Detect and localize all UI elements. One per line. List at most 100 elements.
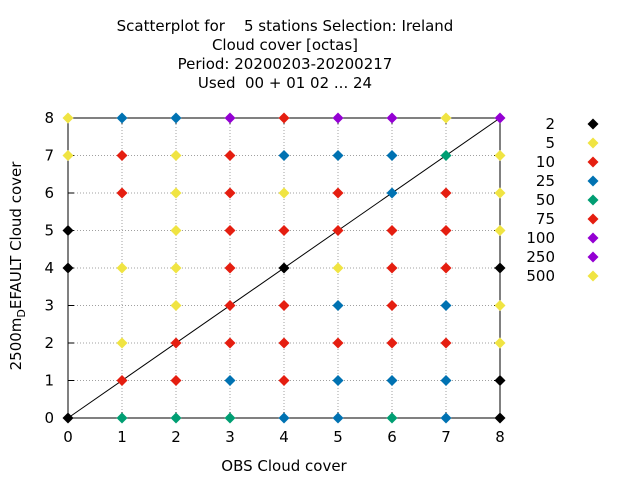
data-point <box>494 337 506 349</box>
data-point <box>278 225 290 236</box>
x-axis-label: OBS Cloud cover <box>221 457 347 475</box>
data-point <box>440 225 452 236</box>
y-tick-label: 2 <box>44 334 54 352</box>
y-axis-label: 2500mDEFAULT Cloud cover <box>7 161 28 371</box>
data-point <box>170 187 182 199</box>
data-point <box>62 225 74 236</box>
data-point <box>386 337 398 349</box>
legend-marker <box>587 175 599 187</box>
y-tick-label: 0 <box>44 409 54 427</box>
y-tick-label: 4 <box>44 259 54 277</box>
data-point <box>278 337 290 349</box>
chart-title-line-2: Cloud cover [octas] <box>211 36 359 54</box>
y-axis-label-prefix: 2500m <box>7 318 25 371</box>
x-tick-label: 4 <box>279 428 289 446</box>
data-point <box>116 262 128 274</box>
data-point <box>440 262 452 274</box>
x-tick-label: 2 <box>171 428 181 446</box>
legend-label: 25 <box>536 172 555 190</box>
data-point <box>494 375 506 386</box>
data-point <box>224 412 236 424</box>
data-point <box>386 262 398 274</box>
y-tick-label: 8 <box>44 109 54 127</box>
data-point <box>170 300 182 311</box>
data-point <box>494 112 506 124</box>
data-point <box>386 225 398 236</box>
legend-label: 2 <box>545 115 555 133</box>
data-point <box>224 225 236 236</box>
data-point <box>170 262 182 274</box>
data-point <box>224 337 236 349</box>
data-point <box>332 187 344 199</box>
data-point <box>386 112 398 124</box>
data-point <box>62 412 74 424</box>
data-point <box>332 262 344 274</box>
data-point <box>62 262 74 274</box>
data-point <box>332 225 344 236</box>
legend-label: 10 <box>536 153 555 171</box>
legend-label: 250 <box>526 248 555 266</box>
data-point <box>278 375 290 386</box>
legend-label: 5 <box>545 134 555 152</box>
data-point <box>278 112 290 124</box>
x-tick-label: 0 <box>63 428 73 446</box>
data-point <box>494 412 506 424</box>
legend-marker <box>587 232 599 244</box>
data-point <box>278 412 290 424</box>
y-axis-label-suffix: EFAULT Cloud cover <box>7 161 25 309</box>
data-point <box>224 150 236 161</box>
data-point <box>170 412 182 424</box>
data-point <box>494 225 506 236</box>
data-point <box>332 412 344 424</box>
legend-marker <box>587 156 599 168</box>
y-tick-label: 7 <box>44 147 54 165</box>
data-point <box>116 412 128 424</box>
data-point <box>170 225 182 236</box>
data-point <box>440 112 452 124</box>
y-tick-label: 6 <box>44 184 54 202</box>
data-point <box>278 300 290 311</box>
x-tick-label: 7 <box>441 428 451 446</box>
x-tick-label: 8 <box>495 428 505 446</box>
data-point <box>494 187 506 199</box>
data-point <box>386 300 398 311</box>
data-point <box>224 262 236 274</box>
y-tick-label: 3 <box>44 297 54 315</box>
data-point <box>332 300 344 311</box>
data-point <box>440 300 452 311</box>
x-tick-label: 3 <box>225 428 235 446</box>
data-point <box>224 300 236 311</box>
legend-label: 500 <box>526 267 555 285</box>
y-tick-label: 5 <box>44 222 54 240</box>
legend-label: 50 <box>536 191 555 209</box>
data-point <box>116 112 128 124</box>
data-point <box>224 187 236 199</box>
data-point <box>278 187 290 199</box>
x-tick-label: 6 <box>387 428 397 446</box>
data-point <box>440 375 452 386</box>
data-point <box>224 112 236 124</box>
legend-label: 75 <box>536 210 555 228</box>
y-tick-label: 1 <box>44 372 54 390</box>
data-point <box>170 112 182 124</box>
data-point <box>116 337 128 349</box>
data-point <box>332 337 344 349</box>
data-point <box>332 375 344 386</box>
data-point <box>494 150 506 161</box>
data-point <box>440 150 452 161</box>
data-point <box>116 150 128 161</box>
legend-label: 100 <box>526 229 555 247</box>
data-point <box>494 300 506 311</box>
data-point <box>440 412 452 424</box>
data-point <box>170 150 182 161</box>
data-point <box>332 150 344 161</box>
data-point <box>116 375 128 386</box>
data-point <box>494 262 506 274</box>
data-point <box>386 187 398 199</box>
axis-ticks: 0 1 2 3 4 5 6 7 8 0 1 2 3 4 5 6 7 8 <box>44 109 504 446</box>
data-point <box>440 337 452 349</box>
legend-marker <box>587 118 599 130</box>
x-tick-label: 5 <box>333 428 343 446</box>
